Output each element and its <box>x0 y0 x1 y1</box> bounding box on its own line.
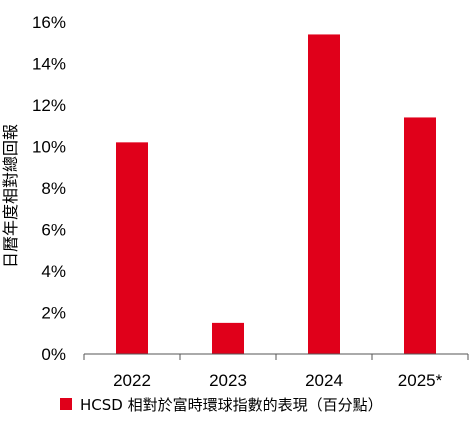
y-tick-label: 2% <box>41 304 66 323</box>
bar-2022 <box>116 142 148 354</box>
x-axis: 2022 2023 2024 2025* <box>83 354 469 390</box>
y-tick-label: 4% <box>41 262 66 281</box>
y-tick-label: 12% <box>32 96 66 115</box>
y-axis: 0% 2% 4% 6% 8% 10% 12% 14% 16% <box>32 13 66 364</box>
x-tick-label: 2022 <box>113 371 151 390</box>
y-tick-label: 16% <box>32 13 66 32</box>
x-tick-label: 2023 <box>209 371 247 390</box>
y-tick-label: 6% <box>41 221 66 240</box>
y-tick-label: 14% <box>32 55 66 74</box>
bar-2025 <box>404 117 436 354</box>
y-tick-label: 10% <box>32 138 66 157</box>
x-tick-label: 2024 <box>305 371 343 390</box>
legend: HCSD 相對於富時環球指數的表現（百分點） <box>60 396 383 414</box>
legend-label: HCSD 相對於富時環球指數的表現（百分點） <box>80 396 383 414</box>
bar-2023 <box>212 322 244 354</box>
x-tick-label: 2025* <box>398 371 443 390</box>
y-tick-label: 8% <box>41 179 66 198</box>
bars <box>116 34 436 354</box>
legend-swatch <box>60 398 72 410</box>
y-axis-label: 日曆年度相對總回報 <box>1 124 20 268</box>
bar-2024 <box>308 34 340 354</box>
y-tick-label: 0% <box>41 345 66 364</box>
